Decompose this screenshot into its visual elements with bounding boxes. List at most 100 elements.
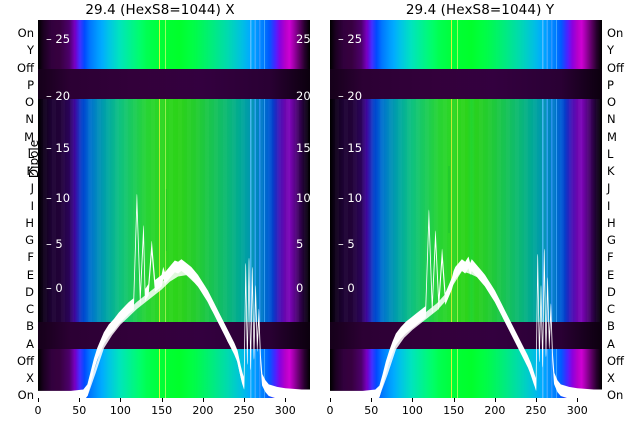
- xtick-label-100: 100: [401, 404, 423, 417]
- panel-x-title: 29.4 (HexS8=1044) X: [85, 2, 235, 18]
- category-label-right-b-17: B: [607, 319, 615, 334]
- category-label-left-c-16: C: [25, 302, 34, 316]
- categorical-axis-right: On Y Off P O N M L K J I H G F E D C B A Off X On: [604, 20, 640, 400]
- category-label-right-l-7: L: [607, 146, 614, 161]
- xtick-mark-100: [412, 398, 414, 402]
- xtick-mark-250: [536, 398, 538, 402]
- heatmap-gap-lower: [38, 322, 310, 349]
- category-label-left-m-6: M: [24, 129, 34, 144]
- category-label-right-y-1: Y: [607, 43, 615, 58]
- xtick-mark-200: [202, 398, 204, 402]
- xtick-label-50: 50: [364, 404, 379, 417]
- ytick-label-20-right: 20: [296, 89, 311, 103]
- category-label-left-a-18: A: [26, 336, 34, 351]
- panel-y-title: 29.4 (HexS8=1044) Y: [405, 2, 555, 18]
- trace-svg-x: [38, 194, 310, 398]
- category-label-right-a-18: A: [607, 336, 615, 351]
- category-label-left-h-11: H: [25, 215, 34, 230]
- ytick-label-25-left: – 25: [46, 32, 71, 46]
- xtick-label-0: 0: [34, 404, 42, 417]
- ytick-label-25-left: – 25: [338, 32, 363, 46]
- category-label-left-b-17: B: [26, 319, 34, 334]
- category-label-right-e-14: E: [607, 267, 615, 282]
- ytick-label-0-left: – 0: [46, 281, 63, 295]
- trace-path-y: [330, 209, 602, 398]
- ytick-label-20-left: – 20: [338, 89, 363, 103]
- ytick-label-0-right: 0: [296, 281, 304, 295]
- category-label-left-e-14: E: [26, 267, 34, 282]
- ytick-label-10-right: 10: [296, 191, 311, 205]
- category-label-left-p-3: P: [27, 77, 34, 92]
- xtick-mark-100: [120, 398, 122, 402]
- xtick-label-250: 250: [233, 404, 255, 417]
- ytick-label-15-right: 15: [296, 141, 311, 155]
- category-label-right-x-20: X: [607, 371, 615, 385]
- xtick-mark-0: [38, 398, 39, 402]
- category-label-left-k-8: K: [26, 164, 34, 178]
- xtick-label-100: 100: [109, 404, 131, 417]
- category-label-right-k-8: K: [607, 164, 615, 178]
- heatmap-gap-upper: [38, 69, 310, 100]
- xtick-mark-300: [285, 398, 287, 402]
- category-label-left-o-4: O: [24, 95, 34, 109]
- xtick-label-200: 200: [192, 404, 214, 417]
- panel-x: 29.4 (HexS8=1044) X: [34, 2, 311, 417]
- category-label-left-g-12: G: [25, 233, 34, 247]
- xtick-mark-0: [330, 398, 331, 402]
- panel-y: 29.4 (HexS8=1044) Y: [320, 0, 640, 440]
- xtick-label-250: 250: [525, 404, 547, 417]
- trace-path-x-shadow: [87, 267, 243, 397]
- category-label-left-x-20: X: [26, 371, 34, 385]
- xtick-label-150: 150: [443, 404, 465, 417]
- xtick-label-150: 150: [151, 404, 173, 417]
- xtick-mark-150: [453, 398, 455, 402]
- xtick-mark-50: [79, 398, 81, 402]
- ytick-label-0-left: – 0: [338, 281, 355, 295]
- category-label-right-off-19: Off: [607, 353, 624, 368]
- category-label-right-i-10: I: [607, 198, 611, 213]
- heatmap-band-main: [330, 99, 602, 323]
- category-label-left-on-21: On: [17, 388, 34, 403]
- trace-path-y-shadow: [379, 264, 535, 397]
- heatmap-band-top-green: [38, 20, 310, 70]
- ytick-label-25-right: 25: [296, 32, 311, 46]
- category-label-left-y-1: Y: [26, 43, 34, 58]
- panel-y-plot-area: [330, 20, 602, 398]
- white-profile-trace-y: [330, 20, 602, 398]
- category-label-right-n-5: N: [607, 112, 616, 127]
- category-label-right-p-3: P: [607, 77, 614, 92]
- panel-y-xaxis: 0 50 100 150 200 250 300: [327, 398, 602, 438]
- trace-svg-y: [330, 209, 602, 398]
- ytick-label-5-left: – 5: [46, 237, 63, 251]
- category-label-right-f-13: F: [607, 250, 614, 265]
- category-label-right-c-16: C: [607, 302, 616, 316]
- category-label-right-d-15: D: [607, 284, 616, 299]
- category-label-left-i-10: I: [30, 198, 34, 213]
- category-label-right-on-0: On: [607, 26, 624, 40]
- categorical-axis-left: On Y Off P O N M L K J I H G F E D C B A Off X On: [0, 20, 36, 400]
- xtick-mark-300: [577, 398, 579, 402]
- ytick-label-10-left: – 10: [338, 191, 363, 205]
- ytick-label-15-left: – 15: [46, 141, 71, 155]
- xtick-mark-250: [244, 398, 246, 402]
- ytick-label-10-left: – 10: [46, 191, 71, 205]
- category-label-left-n-5: N: [25, 112, 34, 127]
- category-label-right-g-12: G: [607, 233, 616, 247]
- ytick-label-5-left: – 5: [338, 237, 355, 251]
- category-label-left-f-13: F: [27, 250, 34, 265]
- xtick-mark-150: [161, 398, 163, 402]
- xtick-label-200: 200: [484, 404, 506, 417]
- category-label-left-off-19: Off: [17, 353, 34, 368]
- white-profile-trace-x: [38, 20, 310, 398]
- trace-path-x: [38, 194, 310, 398]
- category-label-right-m-6: M: [607, 129, 617, 144]
- category-label-left-on-0: On: [17, 26, 34, 40]
- category-label-left-off-2: Off: [17, 60, 34, 75]
- ytick-label-20-left: – 20: [46, 89, 71, 103]
- category-label-left-d-15: D: [25, 284, 34, 299]
- xtick-mark-50: [371, 398, 373, 402]
- category-label-left-j-9: J: [30, 181, 34, 196]
- category-label-right-h-11: H: [607, 215, 616, 230]
- heatmap-band-main: [38, 99, 310, 323]
- xtick-label-50: 50: [72, 404, 87, 417]
